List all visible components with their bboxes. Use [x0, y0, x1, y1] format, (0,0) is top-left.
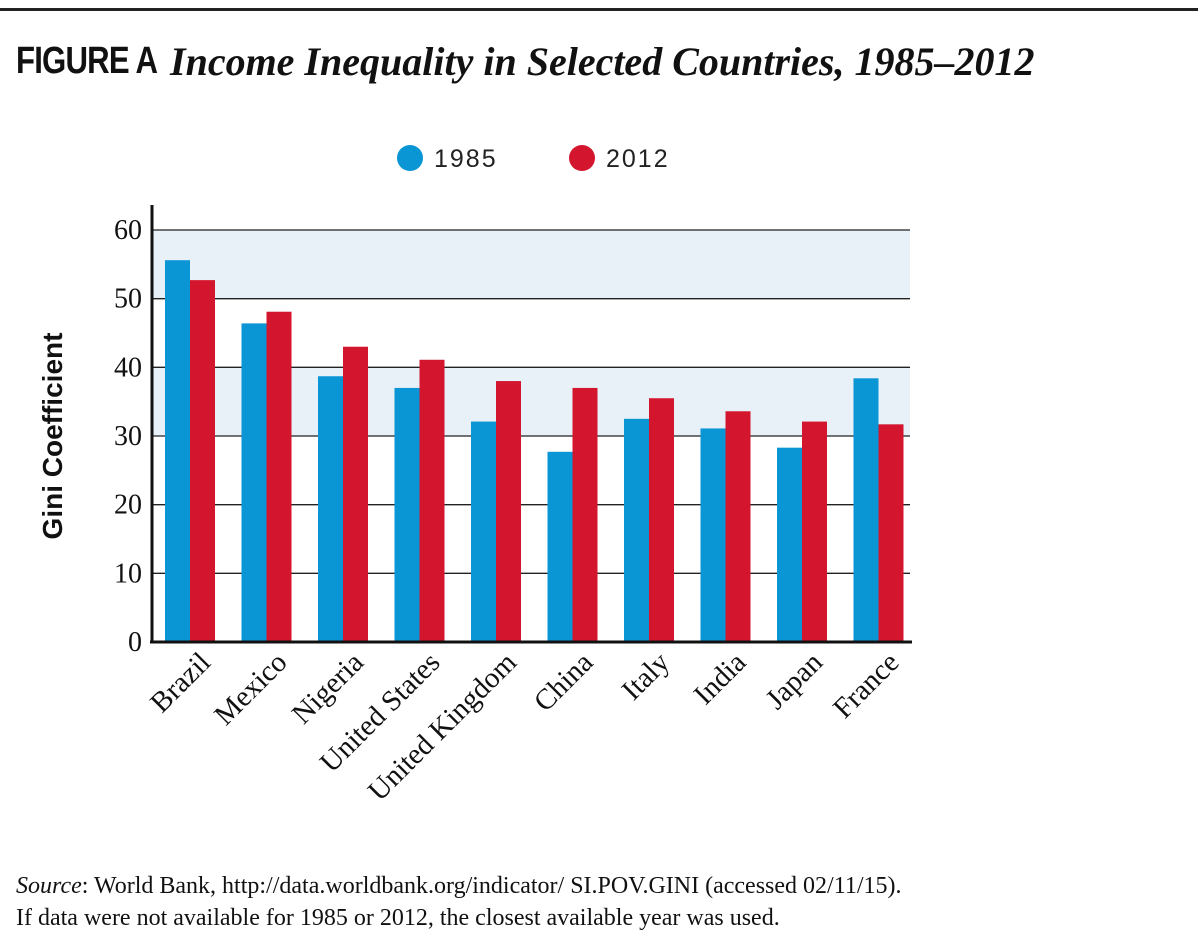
x-tick-label: Mexico — [208, 646, 293, 731]
y-tick-label: 40 — [114, 352, 142, 383]
x-tick-label: India — [688, 646, 753, 711]
bar-1985-china — [547, 451, 573, 641]
x-tick-label: France — [827, 646, 905, 724]
source-line-1: Source: World Bank, http://data.worldban… — [16, 870, 901, 902]
legend-label-1985: 1985 — [434, 145, 498, 173]
bar-1985-france — [853, 378, 879, 641]
bar-2012-united-states — [419, 359, 445, 641]
bar-2012-japan — [802, 421, 827, 641]
bar-2012-china — [572, 387, 598, 641]
bar-1985-united-kingdom — [471, 421, 496, 641]
bar-2012-france — [878, 424, 904, 641]
figure-label: FIGURE A — [16, 40, 158, 82]
legend-marker-2012 — [569, 145, 595, 171]
x-tick-label: Brazil — [144, 646, 217, 719]
bar-2012-united-kingdom — [496, 381, 521, 641]
band-50-60 — [152, 230, 910, 299]
bar-2012-brazil — [190, 280, 215, 641]
y-tick-label: 50 — [114, 284, 142, 315]
y-tick-label: 10 — [114, 558, 142, 589]
x-tick-label: Japan — [760, 646, 830, 716]
source-line-2: If data were not available for 1985 or 2… — [16, 905, 780, 931]
bar-1985-japan — [777, 447, 802, 641]
y-tick-label: 0 — [128, 627, 142, 658]
source-note: Source: World Bank, http://data.worldban… — [16, 870, 901, 934]
bar-2012-nigeria — [343, 346, 368, 641]
bar-1985-mexico — [241, 323, 267, 641]
top-rule — [0, 8, 1198, 11]
bar-1985-italy — [624, 418, 649, 641]
bar-2012-india — [725, 411, 751, 641]
bar-1985-nigeria — [318, 376, 343, 641]
y-tick-label: 60 — [114, 215, 142, 246]
legend-marker-1985 — [397, 145, 423, 171]
bar-1985-india — [700, 428, 726, 641]
bar-2012-mexico — [266, 311, 292, 641]
source-text: : World Bank, http://data.worldbank.org/… — [81, 873, 902, 899]
bar-1985-brazil — [165, 260, 190, 641]
y-tick-label: 20 — [114, 490, 142, 521]
bar-2012-italy — [649, 398, 674, 641]
x-tick-label: Italy — [616, 646, 677, 707]
y-axis-title: Gini Coefficient — [37, 333, 68, 540]
figure-title: Income Inequality in Selected Countries,… — [170, 39, 1035, 84]
bar-1985-united-states — [394, 387, 420, 641]
y-tick-label: 30 — [114, 421, 142, 452]
x-tick-label: China — [528, 646, 600, 718]
legend-label-2012: 2012 — [606, 145, 670, 173]
source-label: Source — [16, 873, 82, 899]
